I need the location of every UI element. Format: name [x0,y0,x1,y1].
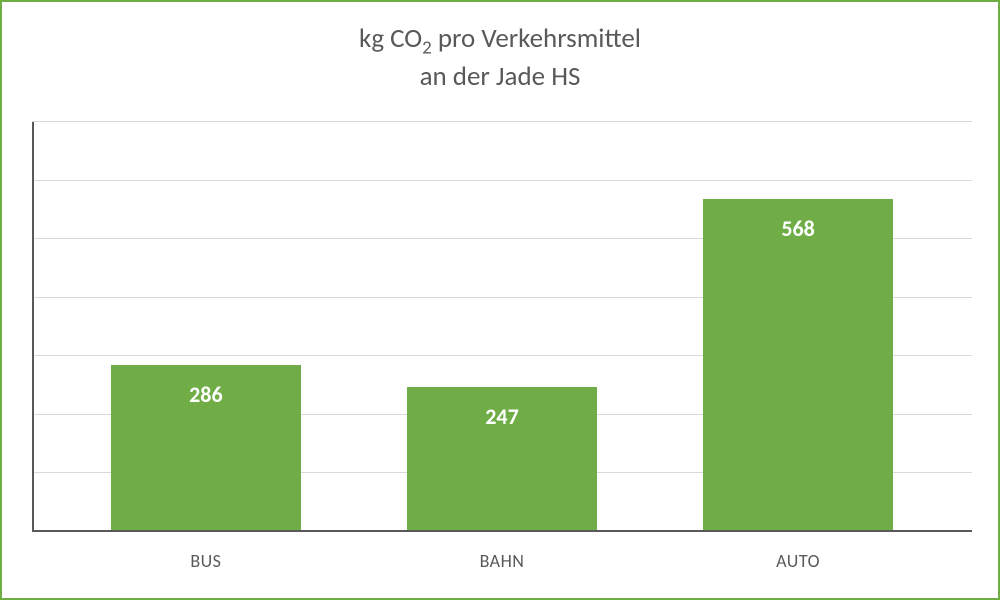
x-axis-line [32,530,972,532]
title-line1-post: pro Verkehrsmittel [432,22,641,55]
category-label-bus: BUS [106,550,306,572]
bars-container: 286 247 568 [32,122,972,532]
category-label-auto: AUTO [698,550,898,572]
bar-bus: 286 [111,365,301,533]
bar-value-label: 286 [111,381,301,408]
chart-frame: kg CO2 pro Verkehrsmittel an der Jade HS… [0,0,1000,600]
bar-value-label: 247 [407,403,597,430]
bar-auto: 568 [703,199,893,532]
plot-area: 286 247 568 [32,122,972,532]
title-line2: an der Jade HS [420,60,581,93]
bar-bahn: 247 [407,387,597,532]
bar-value-label: 568 [703,215,893,242]
category-label-bahn: BAHN [402,550,602,572]
chart-title: kg CO2 pro Verkehrsmittel an der Jade HS [2,22,998,94]
title-line1-pre: kg CO [359,22,422,55]
title-line1-sub: 2 [422,36,432,59]
